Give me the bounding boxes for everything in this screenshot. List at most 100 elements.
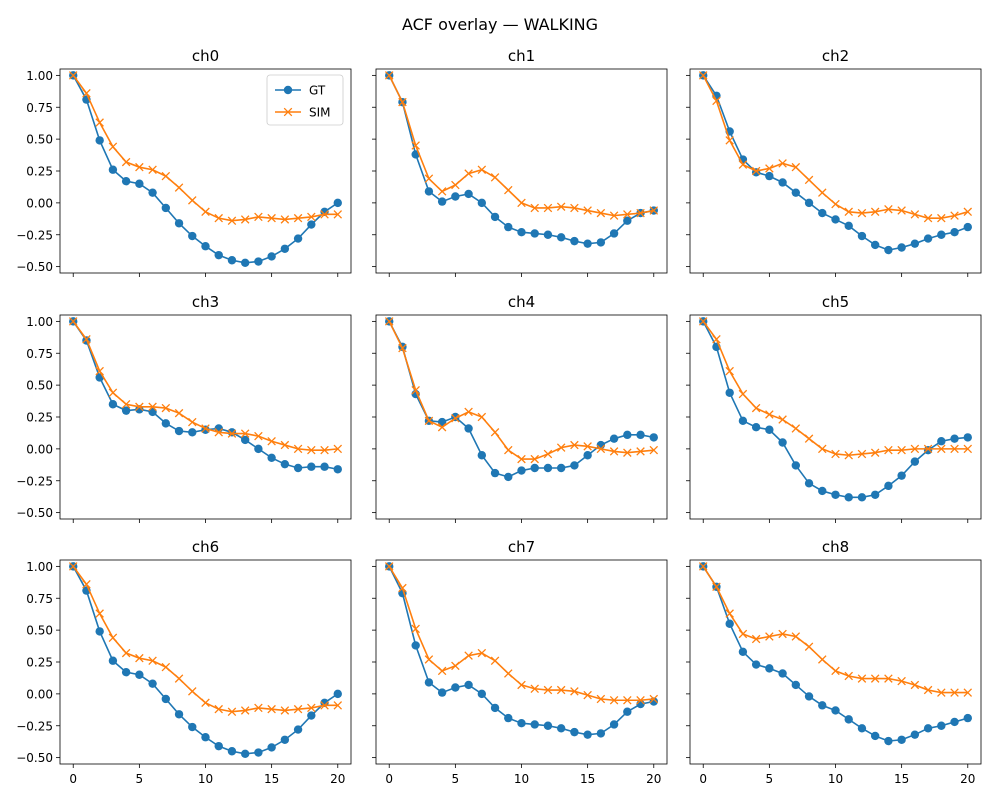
data-point-gt [870,490,880,499]
data-point-sim [950,688,959,697]
x-tick-label: 15 [264,772,279,786]
data-point-sim [583,442,592,451]
data-point-sim [68,562,78,571]
data-point-sim [623,695,632,705]
data-point-sim [68,317,78,326]
series-line-gt [388,75,654,245]
data-point-sim [712,582,721,592]
data-point-sim [963,444,973,454]
data-point-sim [293,213,303,223]
data-point-sim [556,685,566,695]
panel-ch2: ch2 [686,47,982,277]
data-point-gt [596,729,606,738]
data-point-gt [831,215,840,224]
data-point-sim [477,412,487,422]
y-tick-label: 0.50 [26,133,53,147]
data-point-gt [267,453,276,462]
data-point-sim [778,629,787,639]
data-point-sim [530,454,539,464]
data-point-sim [570,203,579,213]
data-point-sim [174,183,184,192]
data-point-gt [451,192,460,201]
data-point-sim [504,669,513,678]
data-point-sim [95,609,104,618]
y-tick-label: 0.25 [26,411,53,425]
data-point-sim [477,165,487,174]
data-point-sim [174,674,184,683]
data-point-sim [857,208,867,218]
data-point-gt [254,748,263,757]
data-point-gt [596,238,606,247]
data-point-gt [424,187,434,196]
data-point-gt [333,198,342,208]
data-point-sim [227,429,237,438]
data-point-sim [333,210,343,219]
data-point-gt [293,463,303,473]
data-point-sim [897,445,906,455]
data-point-gt [897,471,906,480]
panel-ch0: ch0 1.00 0.75 0.50 0.25 0.00 −0.25 −0.50 GT SIM [16,47,352,277]
data-point-sim [504,445,513,455]
data-point-gt [293,234,303,243]
data-point-gt [227,428,237,437]
data-point-gt [884,481,893,491]
data-point-sim [804,434,814,443]
data-point-gt [254,444,263,454]
data-point-sim [240,429,250,438]
data-point-gt [751,423,761,432]
axes-frame [59,314,352,520]
data-point-sim [791,162,801,172]
data-point-sim [424,174,434,183]
data-point-sim [108,142,118,152]
data-point-sim [738,160,748,169]
data-point-gt [214,250,223,260]
data-point-gt [636,430,645,440]
data-point-sim [950,444,959,454]
data-point-sim [725,609,734,618]
y-tick-label: −0.50 [16,751,53,765]
data-point-sim [950,211,959,220]
data-point-sim [214,704,223,714]
data-point-gt [778,178,787,187]
x-tick-label: 10 [514,772,529,786]
data-point-gt [240,435,250,445]
data-point-gt [477,689,487,699]
data-point-sim [609,447,619,456]
data-point-sim [698,317,708,326]
data-point-sim [910,210,920,219]
data-point-gt [464,680,473,690]
data-point-gt [818,208,827,218]
data-point-sim [923,213,933,223]
data-point-sim [121,157,131,167]
panel-ch6: ch6 1.00 0.75 0.50 0.25 0.00 −0.25 −0.50 0 5 10 15 2… [16,538,352,786]
data-point-sim [174,408,184,418]
data-point-sim [751,634,761,644]
data-point-sim [636,208,645,218]
data-point-sim [583,206,592,215]
data-point-sim [698,562,708,571]
data-point-sim [398,343,407,353]
data-point-sim [201,424,210,433]
axes-frame [689,68,982,274]
data-point-gt [818,701,827,710]
data-point-sim [320,701,329,710]
x-tick-label: 0 [385,772,393,786]
data-point-sim [725,136,734,145]
panel-title: ch3 [192,293,219,311]
data-point-gt [530,720,539,729]
data-point-sim [609,695,619,705]
data-point-gt [490,212,500,222]
data-point-gt [188,428,197,437]
x-tick-label: 10 [828,772,843,786]
data-point-sim [108,633,118,643]
legend-marker-sim [283,107,293,117]
data-point-gt [188,722,197,732]
legend-box [266,74,344,126]
data-point-sim [910,680,920,690]
data-point-sim [490,656,500,665]
data-point-gt [135,179,144,188]
data-point-sim [649,445,659,455]
data-point-gt [424,678,434,687]
data-point-gt [623,216,632,225]
data-point-gt [121,177,131,186]
